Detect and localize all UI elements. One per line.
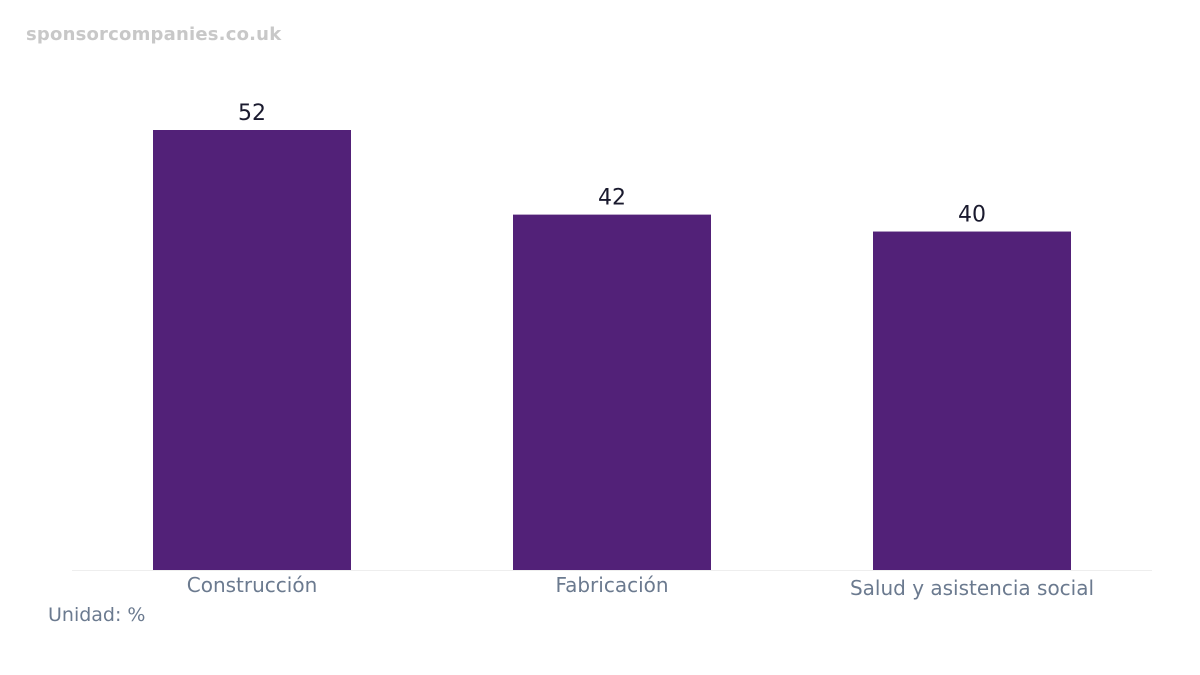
bar-3 (873, 231, 1071, 571)
category-label-3: Salud y asistencia social (850, 576, 1094, 600)
value-labels-group: 52 42 40 (238, 101, 986, 228)
value-label-1: 52 (238, 101, 266, 126)
category-label-2: Fabricación (555, 573, 668, 597)
bar-1 (153, 130, 351, 570)
category-label-1: Construcción (187, 573, 318, 597)
unit-label: Unidad: % (48, 604, 146, 626)
value-label-2: 42 (598, 186, 626, 211)
bars-group (153, 130, 1071, 571)
value-label-3: 40 (958, 203, 986, 228)
bar-2 (513, 214, 711, 570)
category-labels-group: Construcción Fabricación Salud y asistenci… (187, 573, 1094, 600)
watermark: sponsorcompanies.co.uk (26, 24, 282, 45)
